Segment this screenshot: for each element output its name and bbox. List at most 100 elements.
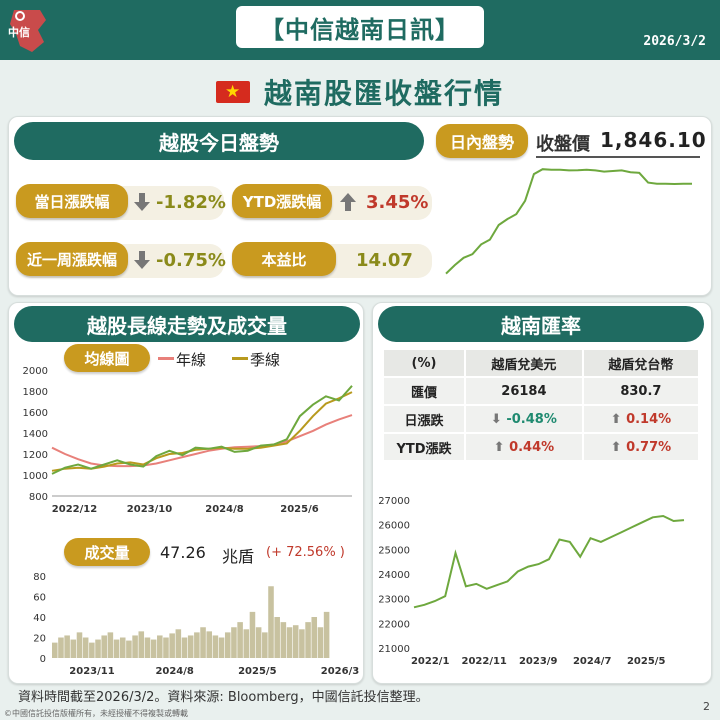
- vol-y-tick: 20: [33, 634, 46, 645]
- close-underline: [536, 156, 700, 158]
- report-date: 2026/3/2: [643, 34, 706, 49]
- fx-y-tick: 26000: [378, 521, 410, 532]
- fx-x-tick: 2022/1: [411, 656, 449, 667]
- fx-header-usd: 越盾兌美元: [466, 350, 582, 376]
- fx-x-tick: 2023/9: [519, 656, 557, 667]
- logo-text: 中信: [8, 26, 30, 39]
- close-value: 1,846.10: [600, 128, 707, 152]
- ma-x-tick: 2023/10: [127, 504, 172, 515]
- ma-chart: 800 1000 1200 1400 1600 1800 2000 2022/12 2023/1…: [23, 366, 353, 515]
- section-subtitle: ★ 越南股匯收盤行情: [0, 72, 720, 112]
- fx-y-tick: 24000: [378, 570, 410, 581]
- fx-ytd-label: YTD漲跌: [384, 434, 464, 460]
- volume-bar: [286, 627, 293, 658]
- volume-bar: [194, 632, 200, 658]
- vol-x-tick: 2024/8: [155, 666, 193, 677]
- ma-label: 均線圖: [64, 344, 150, 372]
- fx-table: (%) 越盾兌美元 越盾兌台幣 匯價 26184 830.7 日漲跌 ⬇ -0.…: [382, 348, 700, 462]
- volume-bar: [138, 631, 145, 658]
- volume-bar: [107, 632, 114, 658]
- volume-bar: [187, 635, 194, 658]
- subtitle-text: 越南股匯收盤行情: [263, 77, 504, 110]
- volume-bar: [89, 642, 95, 658]
- fx-x-tick: 2025/5: [627, 656, 665, 667]
- volume-bar: [126, 640, 132, 658]
- volume-bar: [268, 586, 274, 658]
- header-bar: 中信 【中信越南日訊】 2026/3/2: [0, 0, 720, 60]
- vol-x-tick: 2026/3: [321, 666, 359, 677]
- fx-x-tick: 2024/7: [573, 656, 611, 667]
- volume-bar: [218, 637, 225, 658]
- fx-rate-twd: 830.7: [583, 378, 698, 404]
- intraday-chart: [445, 168, 692, 275]
- ma-y-tick: 1400: [23, 429, 48, 440]
- volume-bar: [237, 622, 243, 658]
- volume-bar: [95, 639, 101, 658]
- fx-y-tick: 25000: [378, 545, 410, 556]
- table-row: 日漲跌 ⬇ -0.48% ⬆ 0.14%: [384, 406, 698, 432]
- volume-bar: [255, 627, 262, 658]
- fx-header-twd: 越盾兌台幣: [583, 350, 698, 376]
- ma-x-tick: 2024/8: [205, 504, 243, 515]
- volume-bar: [274, 617, 280, 658]
- close-label: 收盤價: [536, 134, 590, 155]
- fx-day-usd: -0.48%: [506, 411, 557, 427]
- volume-bar: [292, 625, 299, 658]
- up-arrow-icon: ⬆: [493, 439, 505, 455]
- volume-bar: [212, 635, 219, 658]
- fx-header-unit: (%): [384, 350, 464, 376]
- intraday-series-0: [445, 168, 692, 275]
- longterm-title: 越股長線走勢及成交量: [14, 306, 360, 342]
- volume-bar: [58, 637, 64, 658]
- intraday-label: 日內盤勢: [436, 124, 528, 158]
- volume-bar: [150, 639, 157, 658]
- volume-bar: [280, 622, 287, 658]
- down-arrow-icon: [134, 193, 150, 211]
- up-arrow-icon: [340, 193, 356, 211]
- fx-x-tick: 2022/11: [461, 656, 506, 667]
- week-label: 近一周漲跌幅: [16, 242, 128, 276]
- table-row: YTD漲跌 ⬆ 0.44% ⬆ 0.77%: [384, 434, 698, 460]
- volume-bar: [299, 629, 305, 658]
- legend-year-line: [158, 357, 174, 360]
- volume-bar: [323, 611, 330, 658]
- fx-ytd-twd-cell: ⬆ 0.77%: [583, 434, 698, 460]
- volume-bar: [311, 617, 318, 658]
- volume-bar: [157, 635, 163, 658]
- fx-ytd-usd-cell: ⬆ 0.44%: [466, 434, 582, 460]
- volume-bar: [64, 635, 70, 658]
- legend-quarter-line: [232, 357, 248, 360]
- fx-title: 越南匯率: [378, 306, 704, 342]
- volume-bar: [262, 632, 268, 658]
- volume-bar: [249, 611, 256, 658]
- volume-bar: [76, 632, 83, 658]
- fx-series-0: [413, 514, 685, 609]
- fx-y-tick: 22000: [378, 619, 410, 630]
- daily-label: 當日漲跌幅: [16, 184, 128, 218]
- fx-y-tick: 27000: [378, 496, 410, 507]
- fx-y-tick: 23000: [378, 595, 410, 606]
- legend-quarter: 季線: [250, 351, 281, 369]
- fx-day-twd-cell: ⬆ 0.14%: [583, 406, 698, 432]
- down-arrow-icon: [134, 251, 150, 269]
- daily-value: -1.82%: [156, 192, 226, 213]
- pe-label: 本益比: [232, 242, 336, 276]
- vol-x-tick: 2023/11: [69, 666, 114, 677]
- ma-x-tick: 2022/12: [52, 504, 97, 515]
- vol-y-tick: 0: [40, 654, 46, 665]
- volume-unit: 兆盾: [222, 547, 255, 566]
- fx-chart: 21000 22000 23000 24000 25000 26000 27000 2022/…: [378, 496, 685, 667]
- table-row: 匯價 26184 830.7: [384, 378, 698, 404]
- volume-bar: [200, 627, 206, 658]
- fx-day-label: 日漲跌: [384, 406, 464, 432]
- ma-series-2: [51, 385, 353, 475]
- copyright: ©中國信託投信版權所有，未經授權不得複製或轉載: [4, 709, 188, 718]
- ma-y-tick: 800: [29, 492, 48, 503]
- up-arrow-icon: ⬆: [610, 439, 622, 455]
- volume-bar: [243, 629, 250, 658]
- ma-y-tick: 1800: [23, 387, 48, 398]
- volume-bar: [163, 637, 169, 658]
- ytd-label: YTD漲跌幅: [232, 184, 332, 218]
- ma-x-tick: 2025/6: [280, 504, 318, 515]
